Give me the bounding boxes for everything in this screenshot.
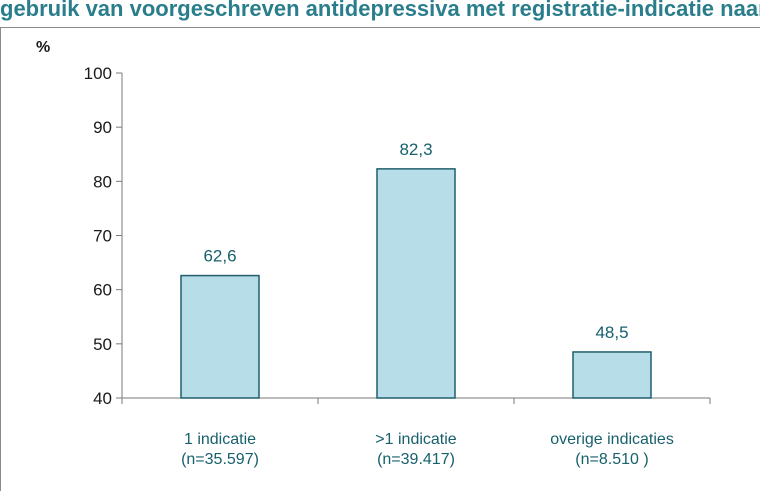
bar xyxy=(376,168,456,399)
labels: 62,6 1 indicatie (n=35.597) 82,3 >1 indicati… xyxy=(181,140,674,468)
y-tick-label: 80 xyxy=(93,172,112,191)
frame-left-border xyxy=(0,27,1,491)
category-label: >1 indicatie xyxy=(375,431,456,448)
y-tick-label: 50 xyxy=(93,335,112,354)
axes: 40 50 60 70 80 90 100 xyxy=(84,64,711,408)
data-label: 62,6 xyxy=(203,247,236,266)
category-label: overige indicaties xyxy=(550,431,674,448)
y-axis-unit-label: % xyxy=(36,39,50,56)
bar xyxy=(180,274,260,399)
category-label: 1 indicatie xyxy=(184,431,256,448)
category-sublabel: (n=35.597) xyxy=(181,451,259,468)
chart-title: gebruik van voorgeschreven antidepressiv… xyxy=(0,0,760,21)
category-sublabel: (n=8.510 ) xyxy=(575,451,648,468)
data-label: 82,3 xyxy=(399,140,432,159)
y-tick-label: 100 xyxy=(84,64,112,83)
y-tick-label: 90 xyxy=(93,118,112,137)
bar xyxy=(572,351,652,399)
bars xyxy=(180,168,652,399)
y-tick-label: 40 xyxy=(93,389,112,408)
y-tick-label: 60 xyxy=(93,281,112,300)
frame-top-border xyxy=(0,27,760,28)
data-label: 48,5 xyxy=(595,323,628,342)
category-sublabel: (n=39.417) xyxy=(377,451,455,468)
y-tick-label: 70 xyxy=(93,227,112,246)
